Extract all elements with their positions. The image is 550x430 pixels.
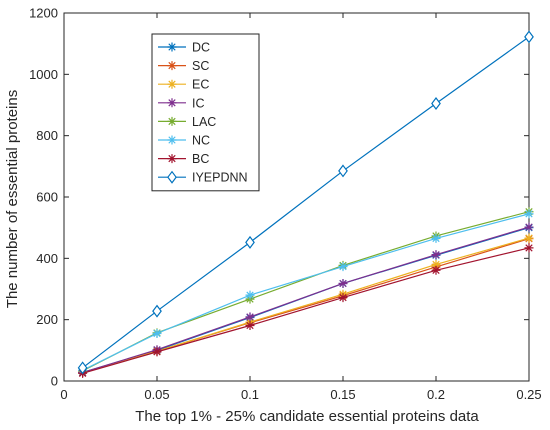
series-line	[82, 213, 530, 371]
data-point-asterisk	[167, 42, 177, 52]
data-point-asterisk	[431, 250, 441, 260]
legend-item: IC	[158, 96, 205, 110]
data-point-asterisk	[524, 222, 534, 232]
legend-label: EC	[192, 78, 209, 92]
legend-label: IYEPDNN	[192, 171, 248, 185]
legend-label: DC	[192, 41, 210, 55]
plot-area	[63, 12, 530, 382]
data-point-asterisk	[167, 154, 177, 164]
data-point-diamond	[152, 304, 162, 318]
legend-item: SC	[158, 59, 209, 73]
legend-label: IC	[192, 96, 205, 110]
data-point-asterisk	[338, 278, 348, 288]
y-tick-label: 1200	[29, 6, 58, 21]
data-point-asterisk	[245, 312, 255, 322]
data-point-asterisk	[431, 265, 441, 275]
data-point-asterisk	[338, 262, 348, 272]
series-layer	[77, 30, 534, 378]
data-point-diamond	[167, 170, 177, 184]
y-tick-label: 800	[36, 128, 58, 143]
legend-item: EC	[158, 78, 209, 92]
legend-item: LAC	[158, 115, 216, 129]
legend-label: BC	[192, 152, 209, 166]
legend-label: SC	[192, 59, 209, 73]
data-point-asterisk	[152, 347, 162, 357]
legend-item: NC	[158, 134, 210, 148]
x-tick-label: 0	[60, 387, 67, 402]
axes-box	[63, 12, 530, 382]
y-tick-label: 0	[51, 374, 58, 389]
x-tick-label: 0.25	[516, 387, 541, 402]
series-line	[82, 237, 530, 373]
x-tick-label: 0.15	[330, 387, 355, 402]
y-axis-ticks: 0 200 400 600 800 1000 1200	[29, 6, 529, 389]
x-axis-ticks: 0 0.05 0.1 0.15 0.2 0.25	[60, 13, 542, 402]
series-line	[82, 226, 530, 373]
x-tick-label: 0.05	[144, 387, 169, 402]
series-line	[82, 247, 530, 374]
data-point-diamond	[77, 361, 88, 375]
data-point-asterisk	[167, 98, 177, 108]
data-point-asterisk	[524, 243, 534, 253]
data-point-asterisk	[338, 293, 348, 303]
data-point-diamond	[338, 164, 348, 178]
data-point-asterisk	[524, 233, 534, 243]
series-iyepdnn	[77, 30, 534, 375]
x-axis-label: The top 1% - 25% candidate essential pro…	[135, 408, 479, 425]
data-point-asterisk	[167, 61, 177, 71]
legend-item: BC	[158, 152, 209, 166]
x-tick-label: 0.1	[241, 387, 259, 402]
series-line	[82, 36, 530, 369]
x-tick-label: 0.2	[427, 387, 445, 402]
data-point-diamond	[431, 96, 441, 110]
data-point-asterisk	[167, 79, 177, 89]
legend-item: DC	[158, 41, 210, 55]
data-point-diamond	[524, 30, 534, 44]
y-tick-label: 400	[36, 251, 58, 266]
legend-label: LAC	[192, 115, 216, 129]
data-point-asterisk	[167, 135, 177, 145]
legend: DC SC EC IC LAC NC BC IYEPDNN	[151, 33, 260, 192]
data-point-asterisk	[245, 320, 255, 330]
legend-label: NC	[192, 134, 210, 148]
data-point-asterisk	[245, 290, 255, 300]
y-tick-label: 200	[36, 312, 58, 327]
data-point-asterisk	[524, 209, 534, 219]
legend-item: IYEPDNN	[158, 171, 248, 185]
legend-box	[151, 33, 260, 192]
data-point-asterisk	[152, 328, 162, 338]
data-point-diamond	[245, 235, 255, 249]
data-point-asterisk	[431, 259, 441, 269]
data-point-asterisk	[167, 116, 177, 126]
y-tick-label: 600	[36, 190, 58, 205]
data-point-asterisk	[431, 233, 441, 243]
y-axis-label: The number of essential proteins	[4, 90, 21, 308]
y-tick-label: 1000	[29, 67, 58, 82]
